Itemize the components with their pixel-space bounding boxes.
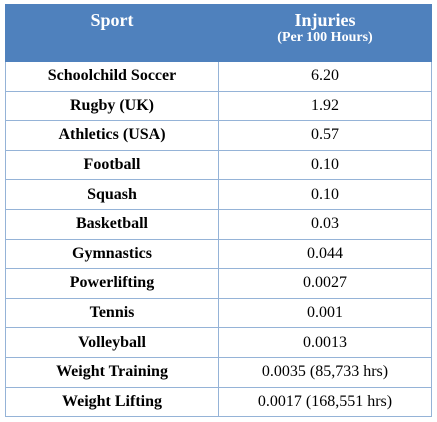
sport-cell: Squash xyxy=(5,179,219,210)
table-row: Volleyball 0.0013 xyxy=(5,327,432,358)
injuries-cell: 0.044 xyxy=(218,238,432,270)
table-header: Sport Injuries (Per 100 Hours) xyxy=(5,4,432,62)
table-row: Athletics (USA) 0.57 xyxy=(5,120,432,151)
injuries-cell: 0.10 xyxy=(218,149,432,181)
table-row: Squash 0.10 xyxy=(5,179,432,210)
sport-cell: Basketball xyxy=(5,208,219,240)
injuries-cell: 0.0013 xyxy=(218,327,432,358)
injuries-cell: 0.10 xyxy=(218,179,432,210)
table-row: Basketball 0.03 xyxy=(5,208,432,240)
sport-cell: Volleyball xyxy=(5,327,219,358)
header-sport: Sport xyxy=(5,4,219,62)
header-row: Sport Injuries (Per 100 Hours) xyxy=(5,4,432,62)
sport-cell: Athletics (USA) xyxy=(5,120,219,151)
sport-cell: Football xyxy=(5,149,219,181)
injuries-cell: 0.0017 (168,551 hrs) xyxy=(218,386,432,418)
table-body: Schoolchild Soccer 6.20 Rugby (UK) 1.92 … xyxy=(5,61,432,418)
table-row: Schoolchild Soccer 6.20 xyxy=(5,61,432,92)
injuries-cell: 0.03 xyxy=(218,208,432,240)
header-injuries: Injuries (Per 100 Hours) xyxy=(218,4,432,62)
header-sport-label: Sport xyxy=(90,10,134,30)
table-row: Tennis 0.001 xyxy=(5,297,432,329)
injury-rate-table: Sport Injuries (Per 100 Hours) Schoolchi… xyxy=(5,4,432,418)
sport-cell: Weight Training xyxy=(5,356,219,388)
table-row: Football 0.10 xyxy=(5,149,432,181)
sport-cell: Schoolchild Soccer xyxy=(5,61,219,92)
injuries-cell: 6.20 xyxy=(218,61,432,92)
sport-cell: Powerlifting xyxy=(5,268,219,299)
table-row: Weight Training 0.0035 (85,733 hrs) xyxy=(5,356,432,388)
table-row: Rugby (UK) 1.92 xyxy=(5,90,432,122)
injuries-cell: 0.57 xyxy=(218,120,432,151)
table-row: Powerlifting 0.0027 xyxy=(5,268,432,299)
sport-cell: Weight Lifting xyxy=(5,386,219,418)
header-injuries-sublabel: (Per 100 Hours) xyxy=(277,30,373,45)
sport-cell: Tennis xyxy=(5,297,219,329)
injuries-cell: 0.0027 xyxy=(218,268,432,299)
header-injuries-label: Injuries xyxy=(294,10,356,30)
sport-cell: Gymnastics xyxy=(5,238,219,270)
injuries-cell: 0.001 xyxy=(218,297,432,329)
table-row: Gymnastics 0.044 xyxy=(5,238,432,270)
sport-cell: Rugby (UK) xyxy=(5,90,219,122)
injuries-cell: 1.92 xyxy=(218,90,432,122)
injuries-cell: 0.0035 (85,733 hrs) xyxy=(218,356,432,388)
table-row: Weight Lifting 0.0017 (168,551 hrs) xyxy=(5,386,432,418)
